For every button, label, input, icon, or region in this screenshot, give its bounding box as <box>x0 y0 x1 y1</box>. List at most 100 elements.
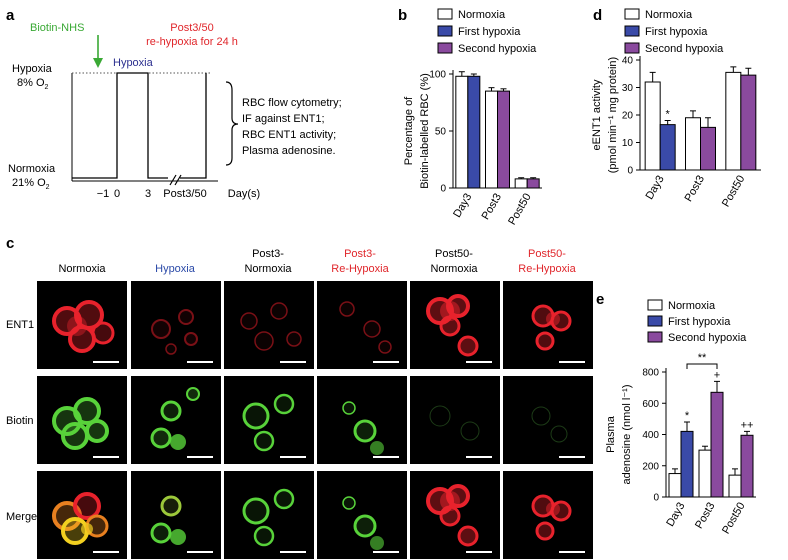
legend-swatch-e-first_hypoxia <box>647 315 663 327</box>
chart-d-eent1-activity: Normoxia First hypoxia Second hypoxia 0 10 20… <box>591 8 761 209</box>
scale-bar <box>93 456 119 458</box>
y-axis-title-line2-b: Biotin-labelled RBC (%) <box>419 73 431 189</box>
bar-d-Post50-second_hypoxia <box>740 74 757 171</box>
y-tick-label-d: 30 <box>622 83 634 94</box>
row-label-ent1: ENT1 <box>6 319 34 331</box>
bracket-line-1: RBC flow cytometry; <box>242 97 342 109</box>
bracket-brace <box>225 81 239 166</box>
micrograph-ent1-4 <box>317 281 407 369</box>
legend-swatch-e-second_hypoxia <box>647 331 663 343</box>
scale-bar <box>466 361 492 363</box>
bar-b-Post3-second_hypoxia <box>497 90 510 189</box>
x-tick-post3-50: Post3/50 <box>163 188 206 200</box>
micrograph-cells <box>52 300 115 353</box>
panel-label-a: a <box>6 7 15 24</box>
re-hypoxia-label-line1: Post3/50 <box>170 22 213 34</box>
micrograph-biotin-3 <box>224 376 314 464</box>
micrograph-ent1-5 <box>410 281 500 369</box>
micrograph-cells <box>426 484 479 547</box>
column-header-line2: Normoxia <box>430 263 478 275</box>
micrograph-merge-3 <box>224 471 314 559</box>
oxygen-trace-second <box>180 73 207 179</box>
micrograph-cells <box>531 304 572 351</box>
column-header-line2: Normoxia <box>244 263 292 275</box>
panel-label-e: e <box>596 291 604 308</box>
y-tick-label-b: 100 <box>429 70 446 81</box>
legend-label-d-first_hypoxia: First hypoxia <box>645 26 708 38</box>
y-tick-label-d: 0 <box>627 166 633 177</box>
bar-d-Day3-first_hypoxia <box>659 124 676 171</box>
significance-mark-e: * <box>685 410 690 422</box>
legend-swatch-b-normoxia <box>437 8 453 20</box>
y-tick-label-e: 600 <box>642 399 659 410</box>
micrograph-cells <box>342 401 384 455</box>
chart-e-plasma-adenosine: Normoxia First hypoxia Second hypoxia 0 200 4… <box>605 299 756 537</box>
legend-label-b-normoxia: Normoxia <box>458 9 506 21</box>
category-label-e-Post50: Post50 <box>720 501 748 537</box>
scale-bar <box>187 551 213 553</box>
scale-bar <box>93 361 119 363</box>
category-label-b-Post50: Post50 <box>506 192 534 228</box>
y-axis-title-line1-b: Percentage of <box>403 96 415 165</box>
legend-swatch-b-second_hypoxia <box>437 42 453 54</box>
bar-b-Post50-second_hypoxia <box>526 178 540 189</box>
micrograph-cells <box>429 405 480 441</box>
scale-bar <box>373 456 399 458</box>
bar-d-Post3-second_hypoxia <box>700 126 716 171</box>
y-tick-label-b: 0 <box>440 184 446 195</box>
micrograph-biotin-1 <box>37 376 127 464</box>
micrograph-cells <box>150 387 200 450</box>
bar-d-Post50-normoxia <box>725 71 742 171</box>
bar-b-Post3-normoxia <box>485 90 498 189</box>
legend-swatch-d-normoxia <box>624 8 640 20</box>
category-label-e-Post3: Post3 <box>693 501 717 531</box>
axis-break-mark-1 <box>169 174 177 186</box>
legend-label-e-second_hypoxia: Second hypoxia <box>668 332 747 344</box>
scale-bar <box>93 551 119 553</box>
legend-label-b-second_hypoxia: Second hypoxia <box>458 43 537 55</box>
bar-e-Post3-second_hypoxia <box>710 391 724 498</box>
micrograph-cells <box>242 488 295 547</box>
micrograph-cells <box>531 494 572 541</box>
y-axis-title-line1-e: Plasma <box>605 415 617 453</box>
legend-swatch-d-first_hypoxia <box>624 25 640 37</box>
micrograph-biotin-6 <box>503 376 593 464</box>
micrograph-biotin-2 <box>131 376 221 464</box>
panel-label-c: c <box>6 235 14 252</box>
y-axis-title-line2-d: (pmol min⁻¹ mg protein) <box>607 57 619 173</box>
bracket-line-3: RBC ENT1 activity; <box>242 129 336 141</box>
column-header-line1: Post3- <box>344 248 376 260</box>
bracket-line-2: IF against ENT1; <box>242 113 325 125</box>
re-hypoxia-label-line2: re-hypoxia for 24 h <box>146 36 238 48</box>
scale-bar <box>373 551 399 553</box>
micrograph-cells <box>52 492 109 545</box>
micrograph-merge-2 <box>131 471 221 559</box>
x-tick-0: 0 <box>114 188 120 200</box>
y-axis-title-line2-e: adenosine (nmol l⁻¹) <box>621 385 633 485</box>
scale-bar <box>187 456 213 458</box>
micrograph-cells <box>339 301 392 354</box>
micrograph-cells <box>240 302 302 351</box>
y-tick-label-e: 400 <box>642 430 659 441</box>
scale-bar <box>466 456 492 458</box>
micrograph-cells <box>150 495 186 545</box>
column-header-line1: Post50- <box>528 248 566 260</box>
column-header-line1: Post3- <box>252 248 284 260</box>
micrograph-cells <box>151 309 198 355</box>
legend-label-b-first_hypoxia: First hypoxia <box>458 26 521 38</box>
category-label-b-Day3: Day3 <box>451 192 474 220</box>
micrograph-cells <box>52 397 109 450</box>
micrograph-ent1-6 <box>503 281 593 369</box>
category-label-e-Day3: Day3 <box>664 501 687 529</box>
scale-bar <box>187 361 213 363</box>
bar-e-Post3-normoxia <box>698 449 712 498</box>
significance-mark-d: * <box>666 109 671 121</box>
y-top-label-line2: 8% O2 <box>17 77 49 91</box>
micrograph-ent1-1 <box>37 281 127 369</box>
bar-b-Post50-normoxia <box>514 178 528 189</box>
scale-bar <box>280 551 306 553</box>
bracket-line-4: Plasma adenosine. <box>242 145 336 157</box>
x-tick-3: 3 <box>145 188 151 200</box>
category-label-d-Day3: Day3 <box>644 174 667 202</box>
y-tick-label-e: 800 <box>642 368 659 379</box>
